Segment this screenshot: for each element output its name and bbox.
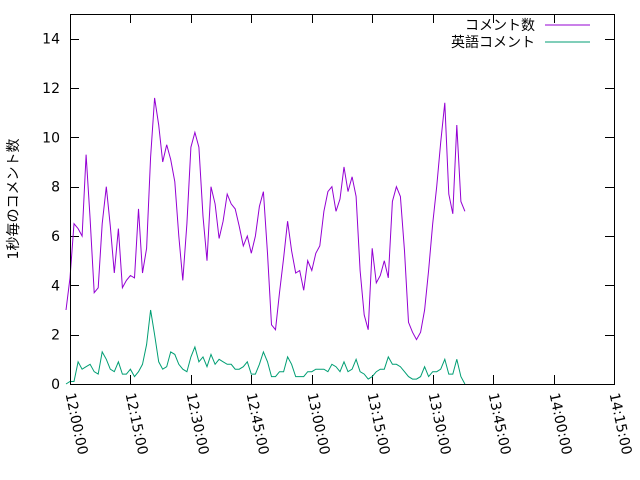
x-tick-label: 14:00:00 [546,392,575,457]
y-tick-label: 4 [51,278,60,294]
y-tick-label: 12 [42,81,60,97]
x-tick-label: 13:30:00 [425,392,454,457]
legend-label: コメント数 [465,18,535,34]
x-tick-label: 14:15:00 [606,392,635,457]
y-tick-label: 0 [51,377,60,393]
legend-label: 英語コメント [451,34,535,51]
series-line-0 [65,97,466,341]
x-tick-label: 13:15:00 [364,392,393,457]
y-axis-label: 1秒毎のコメント数 [6,139,22,260]
y-axis: 0 2 4 6 8 10 12 14 [42,32,614,393]
y-tick-label: 14 [42,32,60,48]
y-tick-label: 10 [42,130,60,146]
y-tick-label: 6 [51,229,60,245]
x-tick-label: 12:45:00 [243,392,272,457]
x-tick-label: 13:45:00 [485,392,514,457]
y-tick-label: 8 [51,180,60,196]
x-tick-label: 12:00:00 [62,392,91,457]
series-line-1 [65,309,466,385]
y-tick-label: 2 [51,328,60,344]
plot-frame [70,14,615,385]
x-tick-label: 13:00:00 [304,392,333,457]
series-layer [65,97,466,385]
x-tick-label: 12:30:00 [183,392,212,457]
x-tick-label: 12:15:00 [122,392,151,457]
